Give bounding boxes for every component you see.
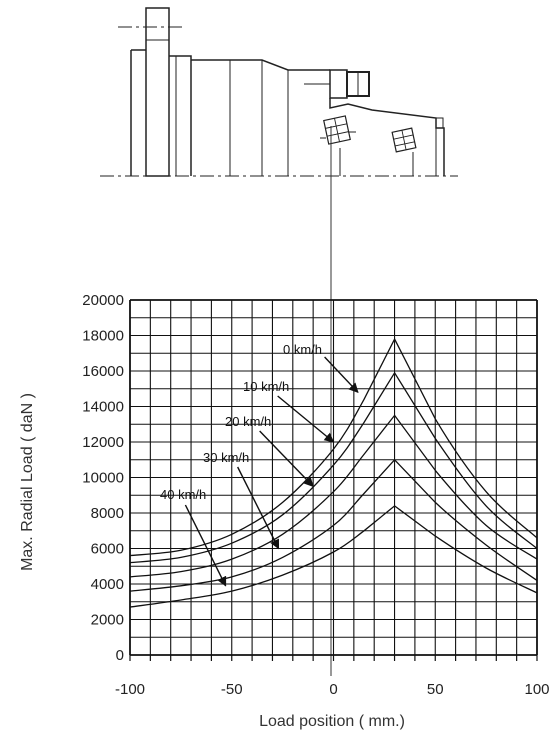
annotation-arrow	[324, 356, 359, 394]
annotation-arrow	[184, 504, 227, 587]
x-axis-label: Load position ( mm.)	[259, 713, 405, 730]
x-tick-label: 50	[427, 681, 444, 698]
chart-tick-labels: -100 -50 0 50 100 0 2000 4000 6000 8000 10000 12000…	[82, 292, 549, 698]
y-tick-label: 0	[116, 647, 124, 664]
y-tick-label: 6000	[91, 541, 124, 558]
y-tick-label: 18000	[82, 328, 124, 345]
series-line-30-km-h	[129, 458, 538, 592]
series-line-40-km-h	[129, 505, 538, 608]
chart-gridlines	[129, 299, 538, 661]
y-tick-label: 14000	[82, 399, 124, 416]
y-axis-label: Max. Radial Load ( daN )	[19, 393, 36, 571]
y-tick-label: 16000	[82, 363, 124, 380]
x-tick-label: 0	[329, 681, 337, 698]
annotation-label: 30 km/h	[203, 450, 249, 465]
annotation-label: 10 km/h	[243, 379, 289, 394]
y-tick-label: 20000	[82, 292, 124, 309]
annotation-label: 0 km/h	[283, 342, 322, 357]
x-tick-label: -100	[115, 681, 145, 698]
annotation-label: 40 km/h	[160, 487, 206, 502]
y-tick-label: 2000	[91, 612, 124, 629]
y-tick-label: 12000	[82, 434, 124, 451]
series-line-20-km-h	[129, 414, 538, 578]
x-tick-label: -50	[221, 681, 243, 698]
series-line-0-km-h	[129, 337, 538, 557]
y-tick-label: 10000	[82, 470, 124, 487]
annotation-arrow	[277, 395, 335, 443]
series-line-10-km-h	[129, 371, 538, 564]
annotation-label: 20 km/h	[225, 414, 271, 429]
chart-annotations: 0 km/h 10 km/h 20 km/h 30 km/h 40 km/h	[160, 342, 359, 587]
x-tick-label: 100	[524, 681, 549, 698]
annotation-arrow	[259, 430, 314, 488]
y-tick-label: 4000	[91, 576, 124, 593]
chart-series	[129, 337, 538, 608]
bearing-cross-section-drawing	[100, 7, 458, 177]
annotation-arrow	[237, 466, 280, 550]
y-tick-label: 8000	[91, 505, 124, 522]
